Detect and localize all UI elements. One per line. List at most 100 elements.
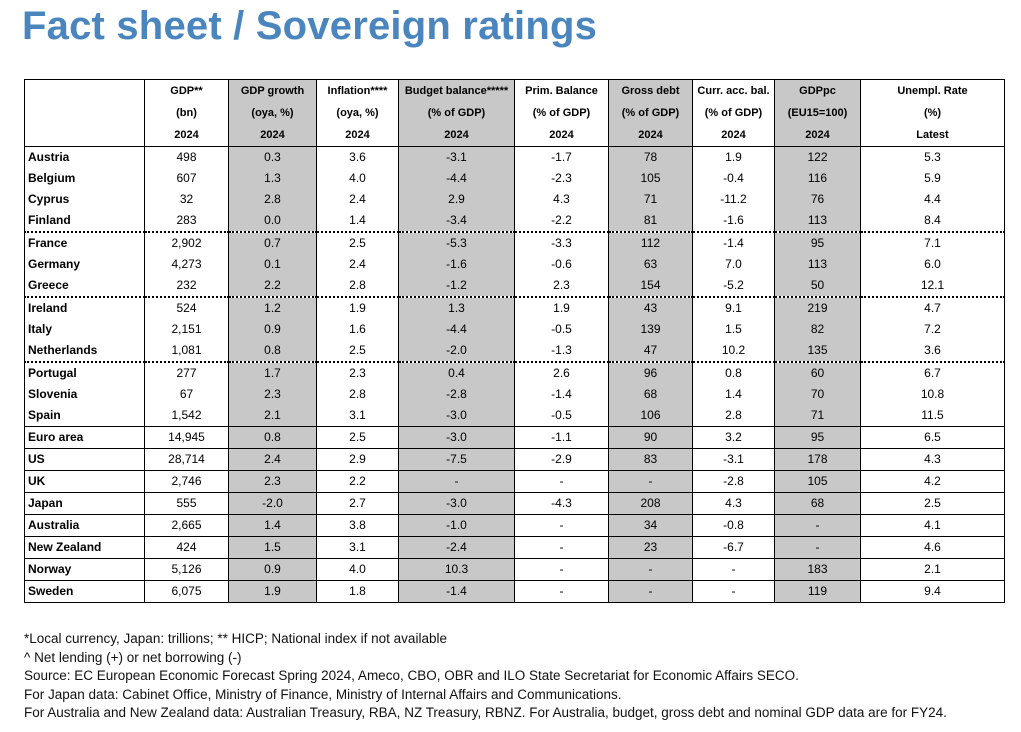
cell-gdp-growth: 0.3 — [228, 146, 317, 168]
cell-gdppc: 178 — [774, 448, 861, 471]
header-row: GDP** GDP growth Inflation**** Budget balan… — [24, 79, 1005, 102]
table-row: Ireland 524 1.2 1.9 1.3 1.9 43 9.1 219 4.7 — [24, 297, 1005, 319]
cell-curr-acc-bal: -11.2 — [692, 189, 775, 210]
cell-gdp: 1,081 — [144, 340, 229, 363]
cell-prim-balance: - — [514, 580, 609, 603]
cell-gdppc: 95 — [774, 232, 861, 254]
table-row: Slovenia 67 2.3 2.8 -2.8 -1.4 68 1.4 70 10.8 — [24, 384, 1005, 405]
column-header-budget-balance: 2024 — [398, 124, 515, 147]
cell-curr-acc-bal: 3.2 — [692, 426, 775, 449]
table-row: Belgium 607 1.3 4.0 -4.4 -2.3 105 -0.4 116 5.9 — [24, 168, 1005, 189]
cell-inflation: 2.8 — [316, 384, 399, 405]
cell-gdp: 2,902 — [144, 232, 229, 254]
table-row: New Zealand 424 1.5 3.1 -2.4-23 -6.7-4.6 — [24, 536, 1005, 559]
cell-gdppc: 113 — [774, 210, 861, 233]
cell-curr-acc-bal: 7.0 — [692, 254, 775, 275]
column-header-inflation: (oya, %) — [316, 102, 399, 124]
column-header-country — [24, 79, 145, 102]
cell-budget-balance: -3.0 — [398, 492, 515, 515]
cell-gdp: 424 — [144, 536, 229, 559]
cell-gdppc: 122 — [774, 146, 861, 168]
cell-inflation: 3.6 — [316, 146, 399, 168]
cell-budget-balance: -4.4 — [398, 168, 515, 189]
cell-unempl-rate: 2.5 — [860, 492, 1005, 515]
cell-gdp-growth: 1.9 — [228, 580, 317, 603]
cell-inflation: 3.1 — [316, 536, 399, 559]
cell-budget-balance: -3.0 — [398, 426, 515, 449]
cell-gdp: 524 — [144, 297, 229, 319]
cell-inflation: 2.8 — [316, 275, 399, 298]
country-name: New Zealand — [24, 536, 145, 559]
cell-inflation: 2.4 — [316, 254, 399, 275]
footnotes: *Local currency, Japan: trillions; ** HI… — [24, 630, 1014, 723]
cell-gdp-growth: 0.7 — [228, 232, 317, 254]
cell-unempl-rate: 4.6 — [860, 536, 1005, 559]
cell-prim-balance: -1.1 — [514, 426, 609, 449]
table-row: Australia 2,665 1.4 3.8 -1.0-34 -0.8-4.1 — [24, 514, 1005, 537]
cell-curr-acc-bal: - — [692, 558, 775, 581]
table-row: Euro area 14,945 0.8 2.5 -3.0 -1.1 90 3.2 95 6.5 — [24, 426, 1005, 449]
cell-gross-debt: 23 — [608, 536, 693, 559]
cell-gdp-growth: 0.8 — [228, 340, 317, 363]
column-header-gdp-growth: GDP growth — [228, 79, 317, 102]
column-header-gdp: 2024 — [144, 124, 229, 147]
cell-unempl-rate: 3.6 — [860, 340, 1005, 363]
cell-gross-debt: 208 — [608, 492, 693, 515]
cell-gdp: 32 — [144, 189, 229, 210]
footnote: For Japan data: Cabinet Office, Ministry… — [24, 686, 622, 702]
cell-gdp: 1,542 — [144, 405, 229, 427]
cell-unempl-rate: 12.1 — [860, 275, 1005, 298]
table-row: Sweden 6,075 1.9 1.8 -1.4- - -119 9.4 — [24, 580, 1005, 603]
table-row: Finland 283 0.0 1.4 -3.4 -2.2 81 -1.6 113 8.4 — [24, 210, 1005, 233]
cell-budget-balance: -4.4 — [398, 319, 515, 340]
cell-gross-debt: - — [608, 558, 693, 581]
column-header-gdp-growth: 2024 — [228, 124, 317, 147]
country-name: Japan — [24, 492, 145, 515]
ratings-table: GDP** GDP growth Inflation**** Budget balan… — [24, 79, 1005, 603]
cell-gdp-growth: 0.8 — [228, 426, 317, 449]
cell-gdp: 232 — [144, 275, 229, 298]
table-header: GDP** GDP growth Inflation**** Budget balan… — [24, 79, 1005, 147]
cell-unempl-rate: 5.3 — [860, 146, 1005, 168]
cell-inflation: 1.6 — [316, 319, 399, 340]
table-row: Greece 232 2.2 2.8 -1.2 2.3 154 -5.2 50 12.1 — [24, 275, 1005, 298]
cell-budget-balance: -2.4 — [398, 536, 515, 559]
cell-prim-balance: -2.2 — [514, 210, 609, 233]
column-header-budget-balance: (% of GDP) — [398, 102, 515, 124]
country-name: Germany — [24, 254, 145, 275]
cell-curr-acc-bal: 1.9 — [692, 146, 775, 168]
column-header-gdppc: (EU15=100) — [774, 102, 861, 124]
cell-curr-acc-bal: - — [692, 580, 775, 603]
cell-gross-debt: - — [608, 470, 693, 493]
country-name: Norway — [24, 558, 145, 581]
cell-budget-balance: 0.4 — [398, 362, 515, 384]
cell-gdppc: - — [774, 514, 861, 537]
column-header-country — [24, 124, 145, 147]
cell-gdppc: 183 — [774, 558, 861, 581]
table-row: Austria 498 0.3 3.6 -3.1 -1.7 78 1.9 122 5.3 — [24, 146, 1005, 168]
column-header-unempl-rate: Unempl. Rate — [860, 79, 1005, 102]
cell-unempl-rate: 8.4 — [860, 210, 1005, 233]
cell-gdp-growth: 1.5 — [228, 536, 317, 559]
table-row: Italy 2,151 0.9 1.6 -4.4 -0.5 139 1.5 82 7.2 — [24, 319, 1005, 340]
column-header-budget-balance: Budget balance***** — [398, 79, 515, 102]
column-header-unempl-rate: (%) — [860, 102, 1005, 124]
cell-inflation: 2.2 — [316, 470, 399, 493]
cell-inflation: 2.3 — [316, 362, 399, 384]
cell-curr-acc-bal: -0.4 — [692, 168, 775, 189]
column-header-unempl-rate: Latest — [860, 124, 1005, 147]
column-header-inflation: 2024 — [316, 124, 399, 147]
cell-inflation: 2.5 — [316, 426, 399, 449]
cell-gdp: 607 — [144, 168, 229, 189]
cell-gdp: 2,746 — [144, 470, 229, 493]
cell-gross-debt: 106 — [608, 405, 693, 427]
column-header-inflation: Inflation**** — [316, 79, 399, 102]
cell-gdp: 498 — [144, 146, 229, 168]
cell-budget-balance: -2.8 — [398, 384, 515, 405]
cell-prim-balance: - — [514, 558, 609, 581]
cell-curr-acc-bal: -2.8 — [692, 470, 775, 493]
country-name: Euro area — [24, 426, 145, 449]
table-row: France 2,902 0.7 2.5 -5.3 -3.3 112 -1.4 95 7.1 — [24, 232, 1005, 254]
cell-curr-acc-bal: -6.7 — [692, 536, 775, 559]
footnote: Source: EC European Economic Forecast Sp… — [24, 668, 799, 683]
